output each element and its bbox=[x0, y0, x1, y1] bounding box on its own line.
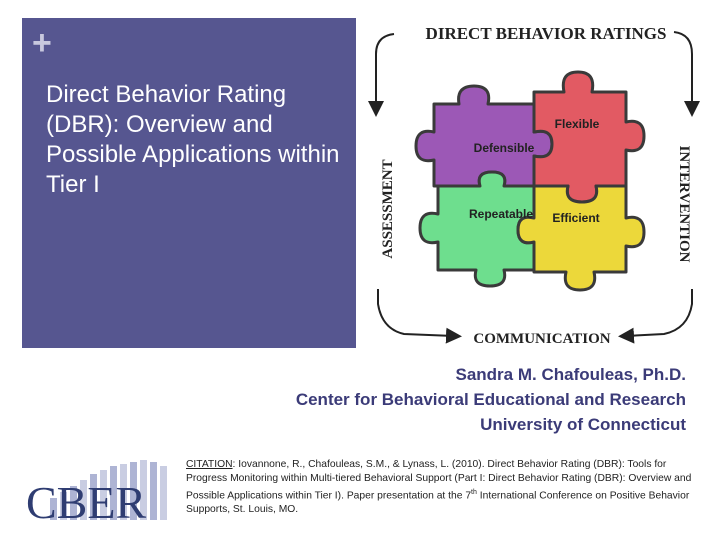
logo-bar bbox=[60, 492, 67, 520]
top-right-arrow bbox=[673, 31, 700, 117]
logo-bar bbox=[50, 498, 57, 520]
bottom-left-arrow bbox=[377, 289, 462, 344]
communication-label: COMMUNICATION bbox=[473, 331, 610, 347]
top-left-arrow bbox=[368, 33, 395, 117]
logo-bar bbox=[100, 470, 107, 520]
presenter-name: Sandra M. Chafouleas, Ph.D. bbox=[455, 365, 687, 384]
repeatable-label: Repeatable bbox=[469, 207, 533, 221]
intervention-label: INTERVENTION bbox=[676, 146, 692, 263]
citation-ordinal: th bbox=[471, 489, 477, 496]
citation: CITATION: Iovannone, R., Chafouleas, S.M… bbox=[186, 458, 706, 517]
slide-title: Direct Behavior Rating (DBR): Overview a… bbox=[46, 81, 340, 198]
logo-bar bbox=[140, 460, 147, 520]
logo-bar bbox=[80, 480, 87, 520]
citation-label: CITATION bbox=[186, 459, 233, 470]
logo-bar bbox=[160, 466, 167, 520]
cber-logo-text: CBER bbox=[26, 477, 146, 522]
logo-bar bbox=[150, 462, 157, 520]
defensible-label: Defensible bbox=[474, 141, 535, 155]
diagram-heading: DIRECT BEHAVIOR RATINGS bbox=[426, 24, 667, 43]
citation-text-b: International Conference on Positive Beh… bbox=[186, 490, 690, 516]
flexible-piece bbox=[532, 70, 646, 204]
logo-bar bbox=[130, 462, 137, 520]
plus-icon: + bbox=[32, 24, 52, 62]
presenter-block: Sandra M. Chafouleas, Ph.D. Center for B… bbox=[296, 362, 686, 437]
efficient-piece bbox=[516, 184, 646, 292]
presenter-university: University of Connecticut bbox=[480, 415, 686, 434]
logo-bar bbox=[120, 464, 127, 520]
assessment-label: ASSESSMENT bbox=[380, 159, 396, 258]
dbr-puzzle-diagram: DIRECT BEHAVIOR RATINGS ASSESSMENT INTER… bbox=[368, 24, 700, 347]
citation-text-a: : Iovannone, R., Chafouleas, S.M., & Lyn… bbox=[186, 459, 692, 502]
logo-bar bbox=[90, 474, 97, 520]
defensible-piece bbox=[414, 84, 554, 188]
cber-logo: CBER bbox=[26, 460, 167, 522]
presenter-center: Center for Behavioral Educational and Re… bbox=[295, 390, 686, 409]
logo-bar bbox=[70, 486, 77, 520]
title-panel bbox=[22, 18, 356, 348]
efficient-label: Efficient bbox=[552, 211, 599, 225]
flexible-label: Flexible bbox=[555, 117, 600, 131]
bottom-right-arrow bbox=[618, 289, 693, 344]
logo-bar bbox=[110, 466, 117, 520]
